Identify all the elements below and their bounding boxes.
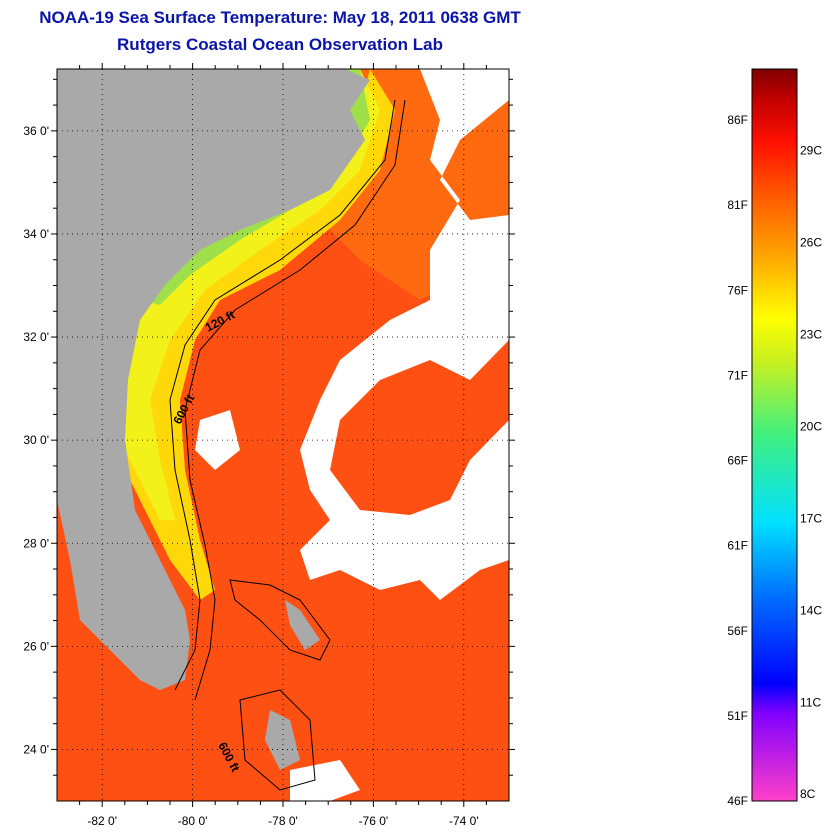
land-bahamas-1 xyxy=(285,600,320,650)
lon-tick-label: -76 0' xyxy=(359,814,389,828)
lat-tick-label: 30 0' xyxy=(23,433,49,447)
graticule xyxy=(57,69,509,801)
colorbar-f-label: 56F xyxy=(727,624,748,638)
lon-tick-label: -82 0' xyxy=(87,814,117,828)
colorbar-c-label: 29C xyxy=(800,144,822,158)
lon-tick-label: -80 0' xyxy=(178,814,208,828)
colorbar-c-label: 17C xyxy=(800,511,822,525)
colorbar-f-label: 81F xyxy=(727,198,748,212)
colorbar-f-label: 61F xyxy=(727,539,748,553)
lon-tick-label: -78 0' xyxy=(268,814,298,828)
colorbar-f-label: 66F xyxy=(727,454,748,468)
contour-bahamas-bank xyxy=(229,579,331,661)
map-title: NOAA-19 Sea Surface Temperature: May 18,… xyxy=(39,8,521,27)
cloud-patch-east xyxy=(300,69,509,600)
lon-tick-label: -74 0' xyxy=(449,814,479,828)
contour-120ft xyxy=(169,99,396,691)
colorbar-gradient xyxy=(751,68,798,802)
land-bahamas-2 xyxy=(265,710,300,770)
colorbar-c-label: 11C xyxy=(800,695,821,709)
colorbar-ticks: 86F 81F 76F 71F 66F 61F 56F 51F 46F 29C 26C 23C 20C 1… xyxy=(727,113,822,808)
lat-tick-label: 34 0' xyxy=(23,227,49,241)
map-ticks: -82 0' -80 0' -78 0' -76 0' -74 0' 24 0' 26 0'… xyxy=(23,63,515,828)
lat-tick-label: 36 0' xyxy=(23,124,49,138)
colorbar-c-label: 14C xyxy=(800,603,822,617)
colorbar-c-label: 26C xyxy=(800,236,822,250)
colorbar-f-label: 46F xyxy=(727,794,748,808)
lat-tick-label: 24 0' xyxy=(23,742,49,756)
colorbar-f-label: 76F xyxy=(727,283,748,297)
colorbar-c-label: 8C xyxy=(800,787,816,801)
lat-tick-label: 32 0' xyxy=(23,330,49,344)
colorbar-c-label: 23C xyxy=(800,328,822,342)
map-subtitle: Rutgers Coastal Ocean Observation Lab xyxy=(117,35,443,54)
cloud-patch-south xyxy=(290,760,360,801)
colorbar-c-label: 20C xyxy=(800,419,822,433)
colorbar-f-label: 51F xyxy=(727,709,748,723)
colorbar-f-label: 86F xyxy=(727,113,748,127)
land-mainland xyxy=(57,69,370,690)
contour-bahamas-bank-2 xyxy=(239,689,316,791)
lat-tick-label: 26 0' xyxy=(23,639,49,653)
lat-tick-label: 28 0' xyxy=(23,536,49,550)
colorbar-f-label: 71F xyxy=(727,368,748,382)
